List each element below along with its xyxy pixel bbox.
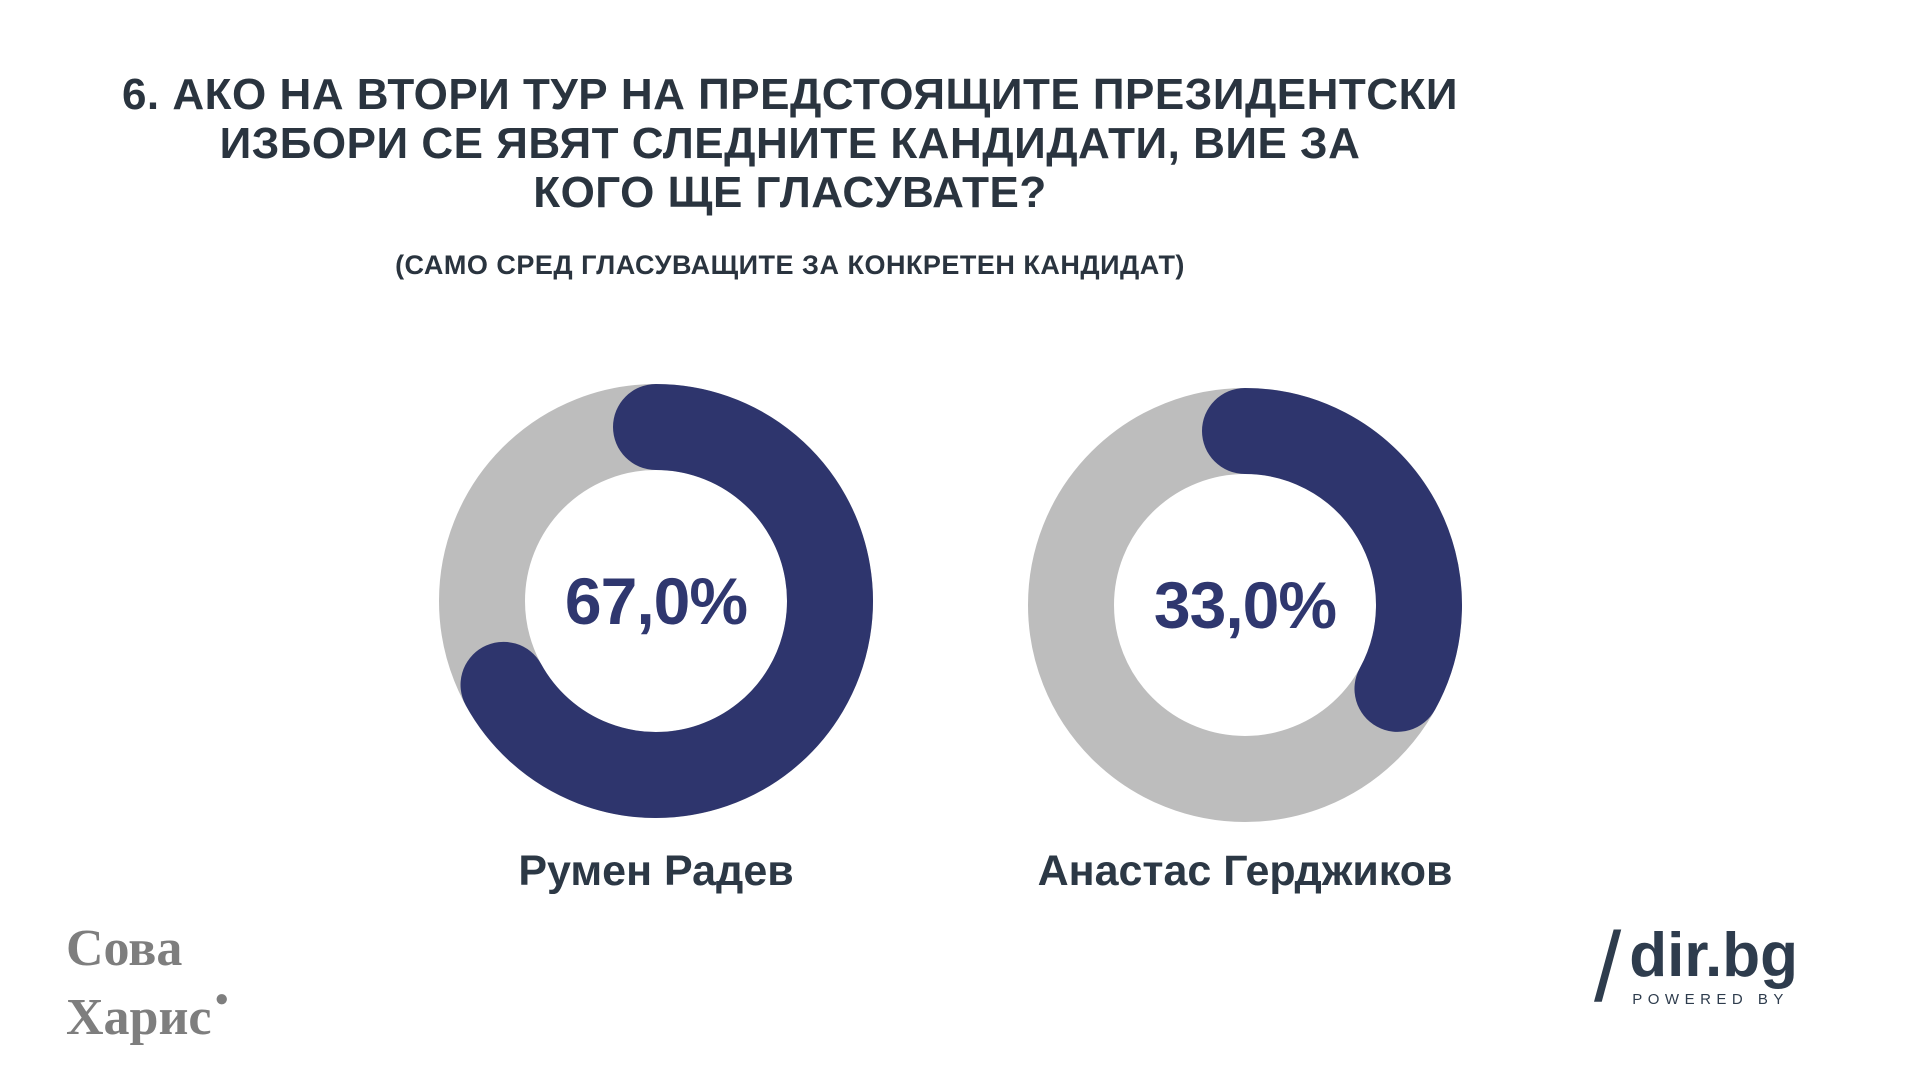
sova-haris-logo-line: Харис ● — [66, 974, 230, 1044]
question-title-line: ИЗБОРИ СЕ ЯВЯТ СЛЕДНИТЕ КАНДИДАТИ, ВИЕ З… — [219, 119, 1361, 168]
question-title-line: 6. АКО НА ВТОРИ ТУР НА ПРЕДСТОЯЩИТЕ ПРЕЗ… — [121, 70, 1459, 119]
donut-value-label: 67,0% — [564, 564, 748, 638]
slash-icon: / — [1594, 912, 1622, 1022]
trademark-dot-icon: ● — [214, 985, 230, 1012]
candidate-name-radev: Румен Радев — [518, 847, 794, 895]
dirbg-wordmark: dir.bg — [1629, 921, 1799, 990]
sova-haris-logo-line: Сова — [66, 920, 183, 977]
donut-chart-gerdzhikov-svg — [1028, 388, 1462, 822]
donut-value-label: 33,0% — [1153, 568, 1337, 642]
donut-value-arc — [1202, 388, 1462, 732]
dirbg-logo: / dir.bg POWERED BY — [1594, 918, 1798, 1016]
question-title-line: КОГО ЩЕ ГЛАСУВАТЕ? — [533, 168, 1047, 217]
question-title: 6. АКО НА ВТОРИ ТУР НА ПРЕДСТОЯЩИТЕ ПРЕЗ… — [122, 70, 1458, 217]
sova-haris-logo: Сова Харис ● — [66, 920, 230, 1044]
dirbg-logo-text: dir.bg POWERED BY — [1629, 918, 1799, 1009]
donut-chart-radev-svg — [439, 384, 873, 818]
powered-by-label: POWERED BY — [1632, 991, 1789, 1008]
donut-chart-gerdzhikov: 33,0% — [1015, 375, 1475, 835]
donut-value-arc — [460, 384, 873, 818]
donut-chart-radev: 67,0% — [426, 371, 886, 831]
candidate-name-gerdzhikov: Анастас Герджиков — [1037, 847, 1453, 895]
question-subtitle: (САМО СРЕД ГЛАСУВАЩИТЕ ЗА КОНКРЕТЕН КАНД… — [395, 250, 1185, 280]
